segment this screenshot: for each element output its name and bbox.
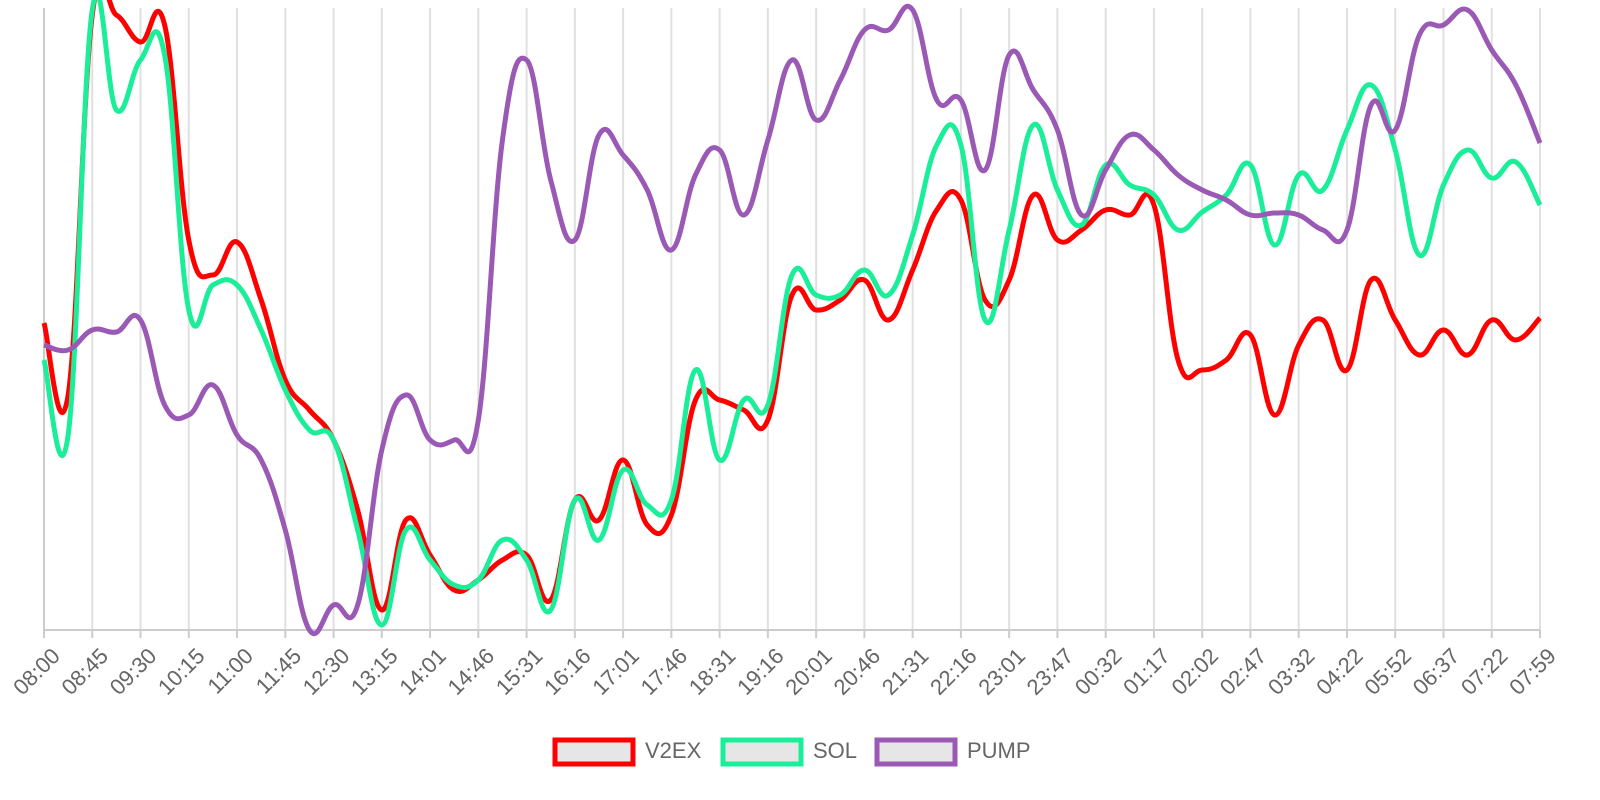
legend-swatch: [720, 737, 804, 767]
x-tick-label: 11:45: [251, 643, 306, 698]
x-tick-label: 14:46: [443, 643, 500, 700]
x-tick-label: 17:46: [636, 643, 693, 700]
x-tick-label: 07:59: [1504, 643, 1561, 700]
x-tick-label: 22:16: [925, 643, 982, 700]
x-tick-label: 06:37: [1408, 643, 1465, 700]
legend-label: PUMP: [967, 738, 1031, 763]
x-tick-label: 01:17: [1118, 643, 1175, 700]
legend-item: PUMP: [874, 737, 1031, 767]
x-tick-label: 14:01: [394, 643, 451, 700]
line-series: [41, 0, 1542, 613]
x-tick-label: 07:22: [1456, 643, 1513, 700]
x-tick-label: 17:01: [587, 643, 644, 700]
x-tick-label: 03:32: [1263, 643, 1320, 700]
line-series: [43, 4, 1543, 636]
x-tick-label: 23:01: [973, 643, 1030, 700]
x-tick-label: 00:32: [1070, 643, 1127, 700]
x-tick-label: 08:45: [56, 643, 113, 700]
x-tick-label: 08:00: [8, 643, 65, 700]
x-tick-label: 15:31: [491, 643, 548, 700]
legend-label: SOL: [813, 738, 857, 763]
x-tick-label: 19:16: [732, 643, 789, 700]
x-tick-label: 23:47: [1022, 643, 1079, 700]
legend-label: V2EX: [645, 738, 702, 763]
x-tick-label: 18:31: [684, 643, 741, 700]
legend-item: V2EX: [552, 737, 702, 767]
legend-swatch: [874, 737, 958, 767]
x-tick-label: 02:47: [1215, 643, 1272, 700]
x-tick-label: 16:16: [539, 643, 596, 700]
x-tick-label: 10:15: [153, 643, 210, 700]
x-tick-label: 11:00: [202, 643, 257, 698]
x-tick-label: 09:30: [105, 643, 162, 700]
x-tick-label: 21:31: [877, 643, 934, 700]
x-tick-label: 04:22: [1311, 643, 1368, 700]
x-tick-label: 05:52: [1359, 643, 1416, 700]
legend-swatch: [552, 737, 636, 767]
line-series: [41, 0, 1543, 628]
x-tick-label: 20:01: [780, 643, 837, 700]
x-tick-label: 02:02: [1166, 643, 1223, 700]
x-tick-label: 12:30: [298, 643, 355, 700]
x-tick-label: 13:15: [346, 643, 403, 700]
legend-item: SOL: [720, 737, 857, 767]
x-tick-label: 20:46: [829, 643, 886, 700]
